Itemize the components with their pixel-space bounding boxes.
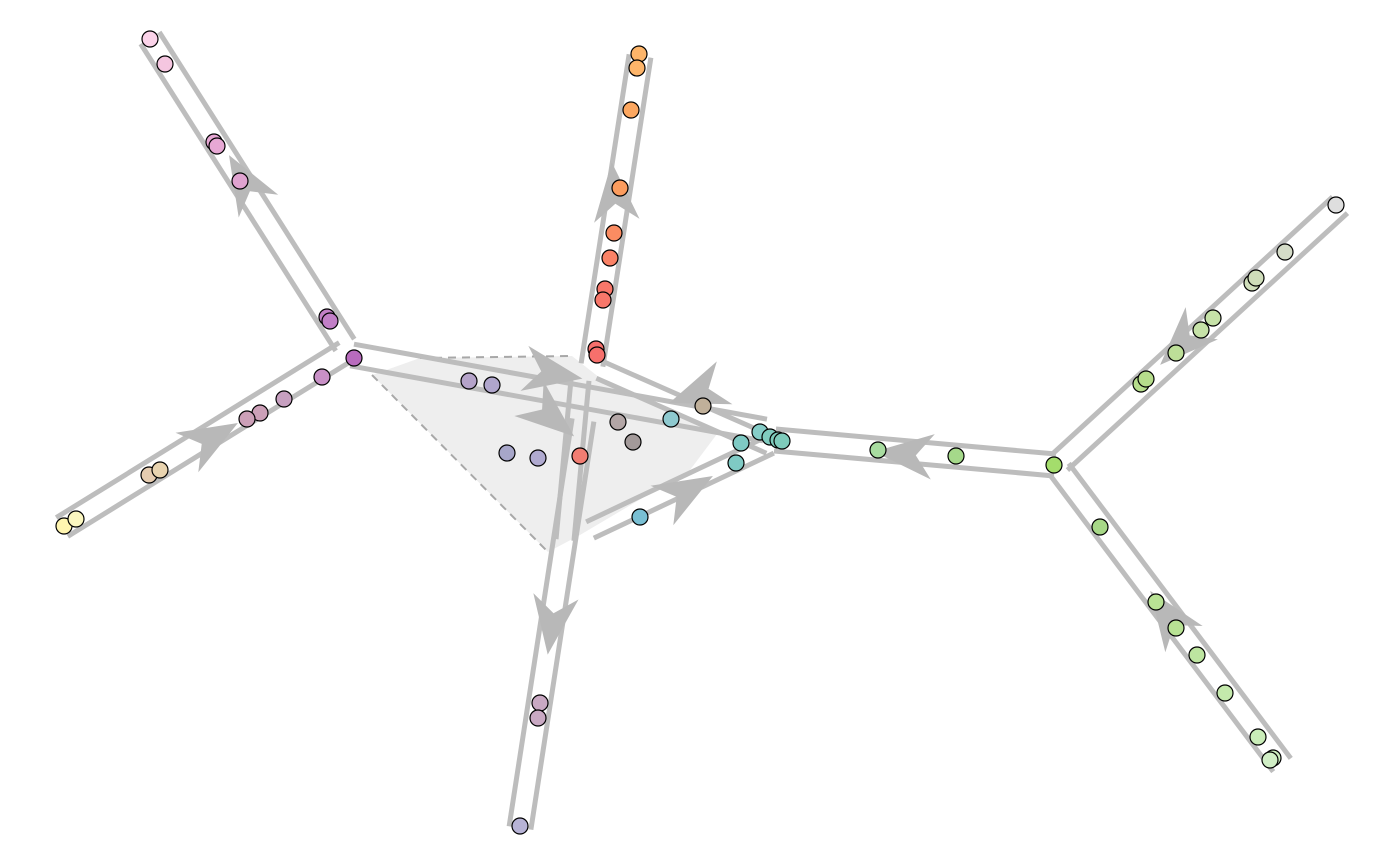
edge-line: [600, 57, 654, 368]
data-point: [773, 432, 791, 450]
data-point: [571, 447, 589, 465]
data-point: [594, 291, 612, 309]
data-point: [601, 249, 619, 267]
edge-line: [585, 434, 768, 525]
data-point: [732, 434, 750, 452]
data-point: [869, 441, 887, 459]
data-point: [1167, 344, 1185, 362]
edge-line: [553, 378, 574, 540]
arrow-left: [175, 423, 238, 473]
data-point: [1188, 646, 1206, 664]
arrow-center-mid: [514, 381, 575, 437]
data-point: [727, 454, 745, 472]
data-point: [1045, 456, 1063, 474]
data-point: [1327, 196, 1345, 214]
data-point: [529, 709, 547, 727]
data-point: [483, 376, 501, 394]
arrow-center-lower: [650, 476, 713, 526]
data-point: [275, 390, 293, 408]
data-point: [1216, 684, 1234, 702]
arrow-center-upper: [669, 361, 733, 405]
dashed-boundary: [419, 355, 573, 359]
data-point: [624, 433, 642, 451]
data-point: [1261, 751, 1279, 769]
branch-top: [578, 53, 654, 368]
data-point: [156, 55, 174, 73]
data-point: [631, 508, 649, 526]
data-point: [238, 410, 256, 428]
data-point: [947, 447, 965, 465]
arrow-center-top: [520, 345, 583, 391]
data-point: [1147, 593, 1165, 611]
data-point: [208, 137, 226, 155]
shaded-region: [371, 355, 720, 553]
edge-line: [1050, 195, 1335, 456]
data-point: [609, 413, 627, 431]
arrow-upper-left: [229, 155, 279, 218]
data-point: [498, 444, 516, 462]
data-point: [662, 410, 680, 428]
cell-points: [55, 30, 1345, 835]
data-point: [345, 349, 363, 367]
data-point: [1192, 321, 1210, 339]
data-point: [628, 59, 646, 77]
shaded-area: [372, 356, 720, 552]
data-point: [605, 224, 623, 242]
data-point: [1091, 518, 1109, 536]
data-point: [611, 179, 629, 197]
data-point: [1276, 243, 1294, 261]
data-point: [694, 397, 712, 415]
data-point: [531, 694, 549, 712]
data-point: [67, 510, 85, 528]
data-point: [1247, 269, 1265, 287]
arrow-center-right: [874, 434, 935, 480]
data-point: [529, 449, 547, 467]
data-point: [1249, 728, 1267, 746]
data-point: [622, 101, 640, 119]
data-point: [460, 372, 478, 390]
data-point: [231, 172, 249, 190]
data-point: [313, 368, 331, 386]
data-point: [1167, 619, 1185, 637]
data-point: [511, 817, 529, 835]
trajectory-edges: [54, 30, 1350, 831]
data-point: [151, 461, 169, 479]
data-point: [141, 30, 159, 48]
data-point: [1137, 370, 1155, 388]
edge-line: [349, 363, 764, 444]
data-point: [321, 312, 339, 330]
data-point: [588, 346, 606, 364]
data-point: [1204, 309, 1222, 327]
arrow-bottom: [533, 593, 579, 655]
data-point: [630, 45, 648, 63]
